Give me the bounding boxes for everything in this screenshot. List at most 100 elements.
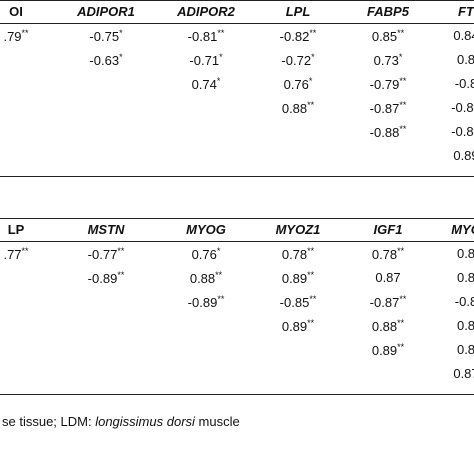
table-cell: 0.73* — [374, 52, 403, 68]
cell-value: -0.72 — [281, 53, 312, 68]
significance: ** — [21, 28, 29, 38]
table-cell: 0.89** — [372, 342, 404, 358]
table-cell: -0.88** — [370, 124, 407, 140]
cell-value: 0.88 — [371, 319, 398, 334]
significance: ** — [21, 246, 29, 256]
significance: ** — [399, 100, 407, 110]
cell-value: 0.78 — [371, 247, 398, 262]
significance: ** — [217, 28, 225, 38]
rule — [0, 0, 474, 1]
significance: ** — [307, 100, 315, 110]
significance: ** — [309, 28, 317, 38]
significance: * — [216, 246, 221, 256]
footnote-italic: longissimus dorsi — [95, 414, 195, 429]
table-cell: .77** — [3, 246, 28, 262]
cell-value: 0.87 — [375, 270, 401, 285]
significance: ** — [397, 28, 405, 38]
significance: * — [219, 52, 223, 62]
cell-value: -0.71 — [189, 53, 220, 68]
table-cell: -0.71* — [189, 52, 222, 68]
column-header: MYO — [451, 222, 474, 237]
cell-value: -0.79 — [369, 77, 400, 92]
cell-value: 0.88 — [189, 271, 216, 286]
cell-value: 0.76 — [191, 247, 217, 262]
table-cell: -0.87 — [451, 124, 474, 139]
table-cell: 0.76* — [192, 246, 221, 262]
rule — [0, 23, 474, 24]
significance: ** — [399, 124, 407, 134]
significance: ** — [307, 270, 315, 280]
significance: ** — [397, 342, 405, 352]
significance: ** — [307, 318, 315, 328]
cell-value: 0.87 — [453, 366, 474, 381]
table-cell: -0.77** — [88, 246, 125, 262]
significance: ** — [397, 318, 405, 328]
cell-value: 0.8 — [456, 318, 474, 333]
cell-value: 0.8 — [456, 342, 474, 357]
significance: ** — [217, 294, 225, 304]
cell-value: .77 — [3, 247, 22, 262]
column-header: OI — [9, 4, 23, 19]
column-header: FT — [458, 4, 474, 19]
table-cell: -0.87** — [370, 100, 407, 116]
column-header: FABP5 — [367, 4, 409, 19]
cell-value: 0.89 — [453, 148, 474, 163]
significance: * — [398, 52, 403, 62]
rule — [0, 218, 474, 219]
table-cell: 0.84 — [453, 28, 474, 43]
table-cell: 0.89 — [453, 148, 474, 163]
table-cell: -0.79** — [370, 76, 407, 92]
cell-value: 0.85 — [371, 29, 398, 44]
column-header: ADIPOR2 — [177, 4, 235, 19]
cell-value: -0.87 — [369, 295, 400, 310]
table-cell: 0.87 — [375, 270, 400, 285]
significance: ** — [399, 294, 407, 304]
cell-value: 0.89 — [281, 319, 308, 334]
footnote: se tissue; LDM: longissimus dorsi muscle — [2, 414, 240, 429]
cell-value: 0.84 — [453, 28, 474, 43]
significance: ** — [307, 246, 315, 256]
significance: * — [311, 52, 315, 62]
footnote-text: muscle — [194, 414, 240, 429]
table-cell: 0.88** — [282, 100, 314, 116]
cell-value: -0.85 — [279, 295, 310, 310]
table-cell: 0.88** — [190, 270, 222, 286]
table-cell: 0.78** — [282, 246, 314, 262]
table-cell: 0.78** — [372, 246, 404, 262]
table-cell: -0.81** — [188, 28, 225, 44]
column-header: MSTN — [87, 222, 125, 237]
cell-value: -0.88 — [369, 125, 400, 140]
column-header: MYOZ1 — [275, 222, 321, 237]
table-cell: -0.8 — [455, 76, 474, 91]
cell-value: 0.76 — [283, 77, 309, 92]
significance: * — [216, 76, 221, 86]
cell-value: 0.78 — [281, 247, 308, 262]
significance: ** — [399, 76, 407, 86]
table-cell: -0.86 — [451, 100, 474, 115]
cell-value: -0.87 — [451, 124, 474, 139]
cell-value: -0.86 — [451, 100, 474, 115]
significance: ** — [117, 270, 125, 280]
column-header: LPL — [285, 4, 311, 19]
table-cell: -0.8 — [455, 294, 474, 309]
cell-value: 0.89 — [281, 271, 308, 286]
footnote-text: se tissue; LDM: — [2, 414, 96, 429]
cell-value: -0.8 — [454, 294, 474, 309]
cell-value: 0.8 — [456, 270, 474, 285]
cell-value: -0.89 — [187, 295, 218, 310]
table-cell: 0.88** — [372, 318, 404, 334]
cell-value: -0.63 — [89, 53, 120, 68]
cell-value: -0.75 — [89, 29, 120, 44]
cell-value: 0.88 — [281, 101, 308, 116]
cell-value: -0.87 — [369, 101, 400, 116]
table-cell: -0.87** — [370, 294, 407, 310]
table-cell: -0.89** — [88, 270, 125, 286]
significance: ** — [117, 246, 125, 256]
table-cell: -0.85** — [280, 294, 317, 310]
cell-value: 0.8 — [456, 52, 474, 67]
table-cell: -0.63* — [89, 52, 122, 68]
table-cell: 0.74* — [192, 76, 221, 92]
cell-value: -0.82 — [279, 29, 310, 44]
rule — [0, 394, 474, 395]
